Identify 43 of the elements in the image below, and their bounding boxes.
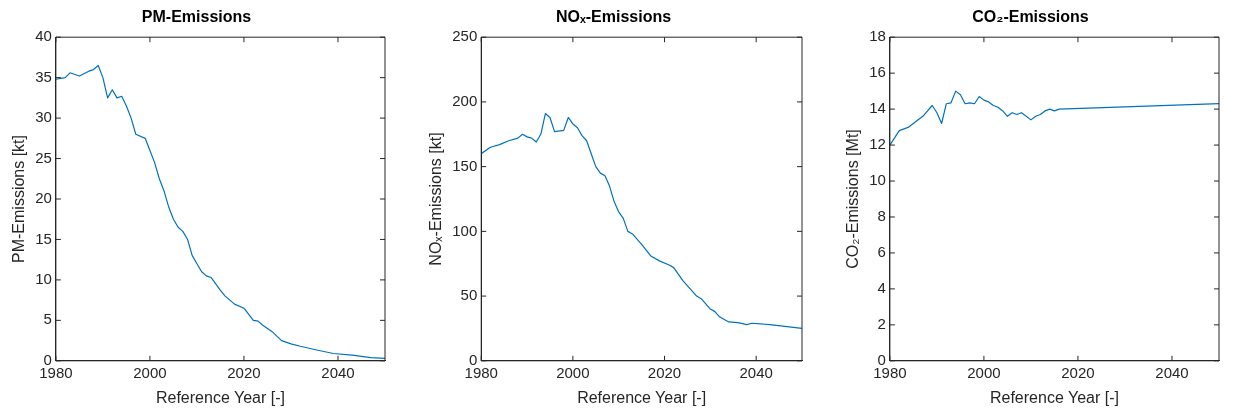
y-tick-label: 100 <box>452 221 478 239</box>
x-tick-label: 2020 <box>1061 363 1095 381</box>
chart-title: NOₓ-Emissions <box>555 8 672 26</box>
y-tick-label: 200 <box>452 92 478 110</box>
y-tick-label: 15 <box>35 229 52 247</box>
y-tick-label: 150 <box>452 156 478 174</box>
x-tick-label: 2000 <box>133 363 167 381</box>
x-axis-title: Reference Year [-] <box>989 388 1119 406</box>
x-tick-label: 2020 <box>227 363 261 381</box>
y-tick-label: 4 <box>877 279 886 297</box>
y-tick-label: 18 <box>869 27 886 45</box>
x-tick-label: 2000 <box>967 363 1001 381</box>
y-tick-label: 10 <box>35 270 52 288</box>
y-axis-title: PM-Emissions [kt] <box>10 134 28 264</box>
x-axis-title: Reference Year [-] <box>577 388 707 406</box>
x-tick-label: 2040 <box>1155 363 1189 381</box>
y-tick-label: 14 <box>869 99 886 117</box>
y-tick-label: 2 <box>877 314 886 332</box>
y-tick-label: 20 <box>35 189 52 207</box>
y-tick-label: 250 <box>452 27 478 45</box>
y-tick-label: 25 <box>35 148 52 166</box>
x-axis-title: Reference Year [-] <box>155 388 285 406</box>
x-tick-label: 2040 <box>321 363 355 381</box>
chart-title: CO₂-Emissions <box>972 8 1089 26</box>
y-tick-label: 16 <box>869 63 886 81</box>
y-tick-label: 30 <box>35 108 52 126</box>
y-tick-label: 12 <box>869 135 886 153</box>
y-tick-label: 35 <box>35 67 52 85</box>
x-tick-label: 2000 <box>556 363 590 381</box>
y-axis-title: CO₂-Emissions [Mt] <box>844 129 862 269</box>
y-axis-title: NOₓ-Emissions [kt] <box>427 132 445 266</box>
x-tick-label: 2040 <box>739 363 773 381</box>
y-tick-label: 0 <box>43 350 52 368</box>
y-tick-label: 50 <box>460 286 478 304</box>
y-tick-label: 6 <box>877 243 886 261</box>
y-tick-label: 0 <box>468 350 478 368</box>
y-tick-label: 0 <box>877 350 886 368</box>
y-tick-label: 5 <box>43 310 52 328</box>
chart-title: PM-Emissions <box>141 8 252 26</box>
y-tick-label: 10 <box>869 171 886 189</box>
y-tick-label: 40 <box>35 27 52 45</box>
y-tick-label: 8 <box>877 207 886 225</box>
x-tick-label: 2020 <box>647 363 682 381</box>
